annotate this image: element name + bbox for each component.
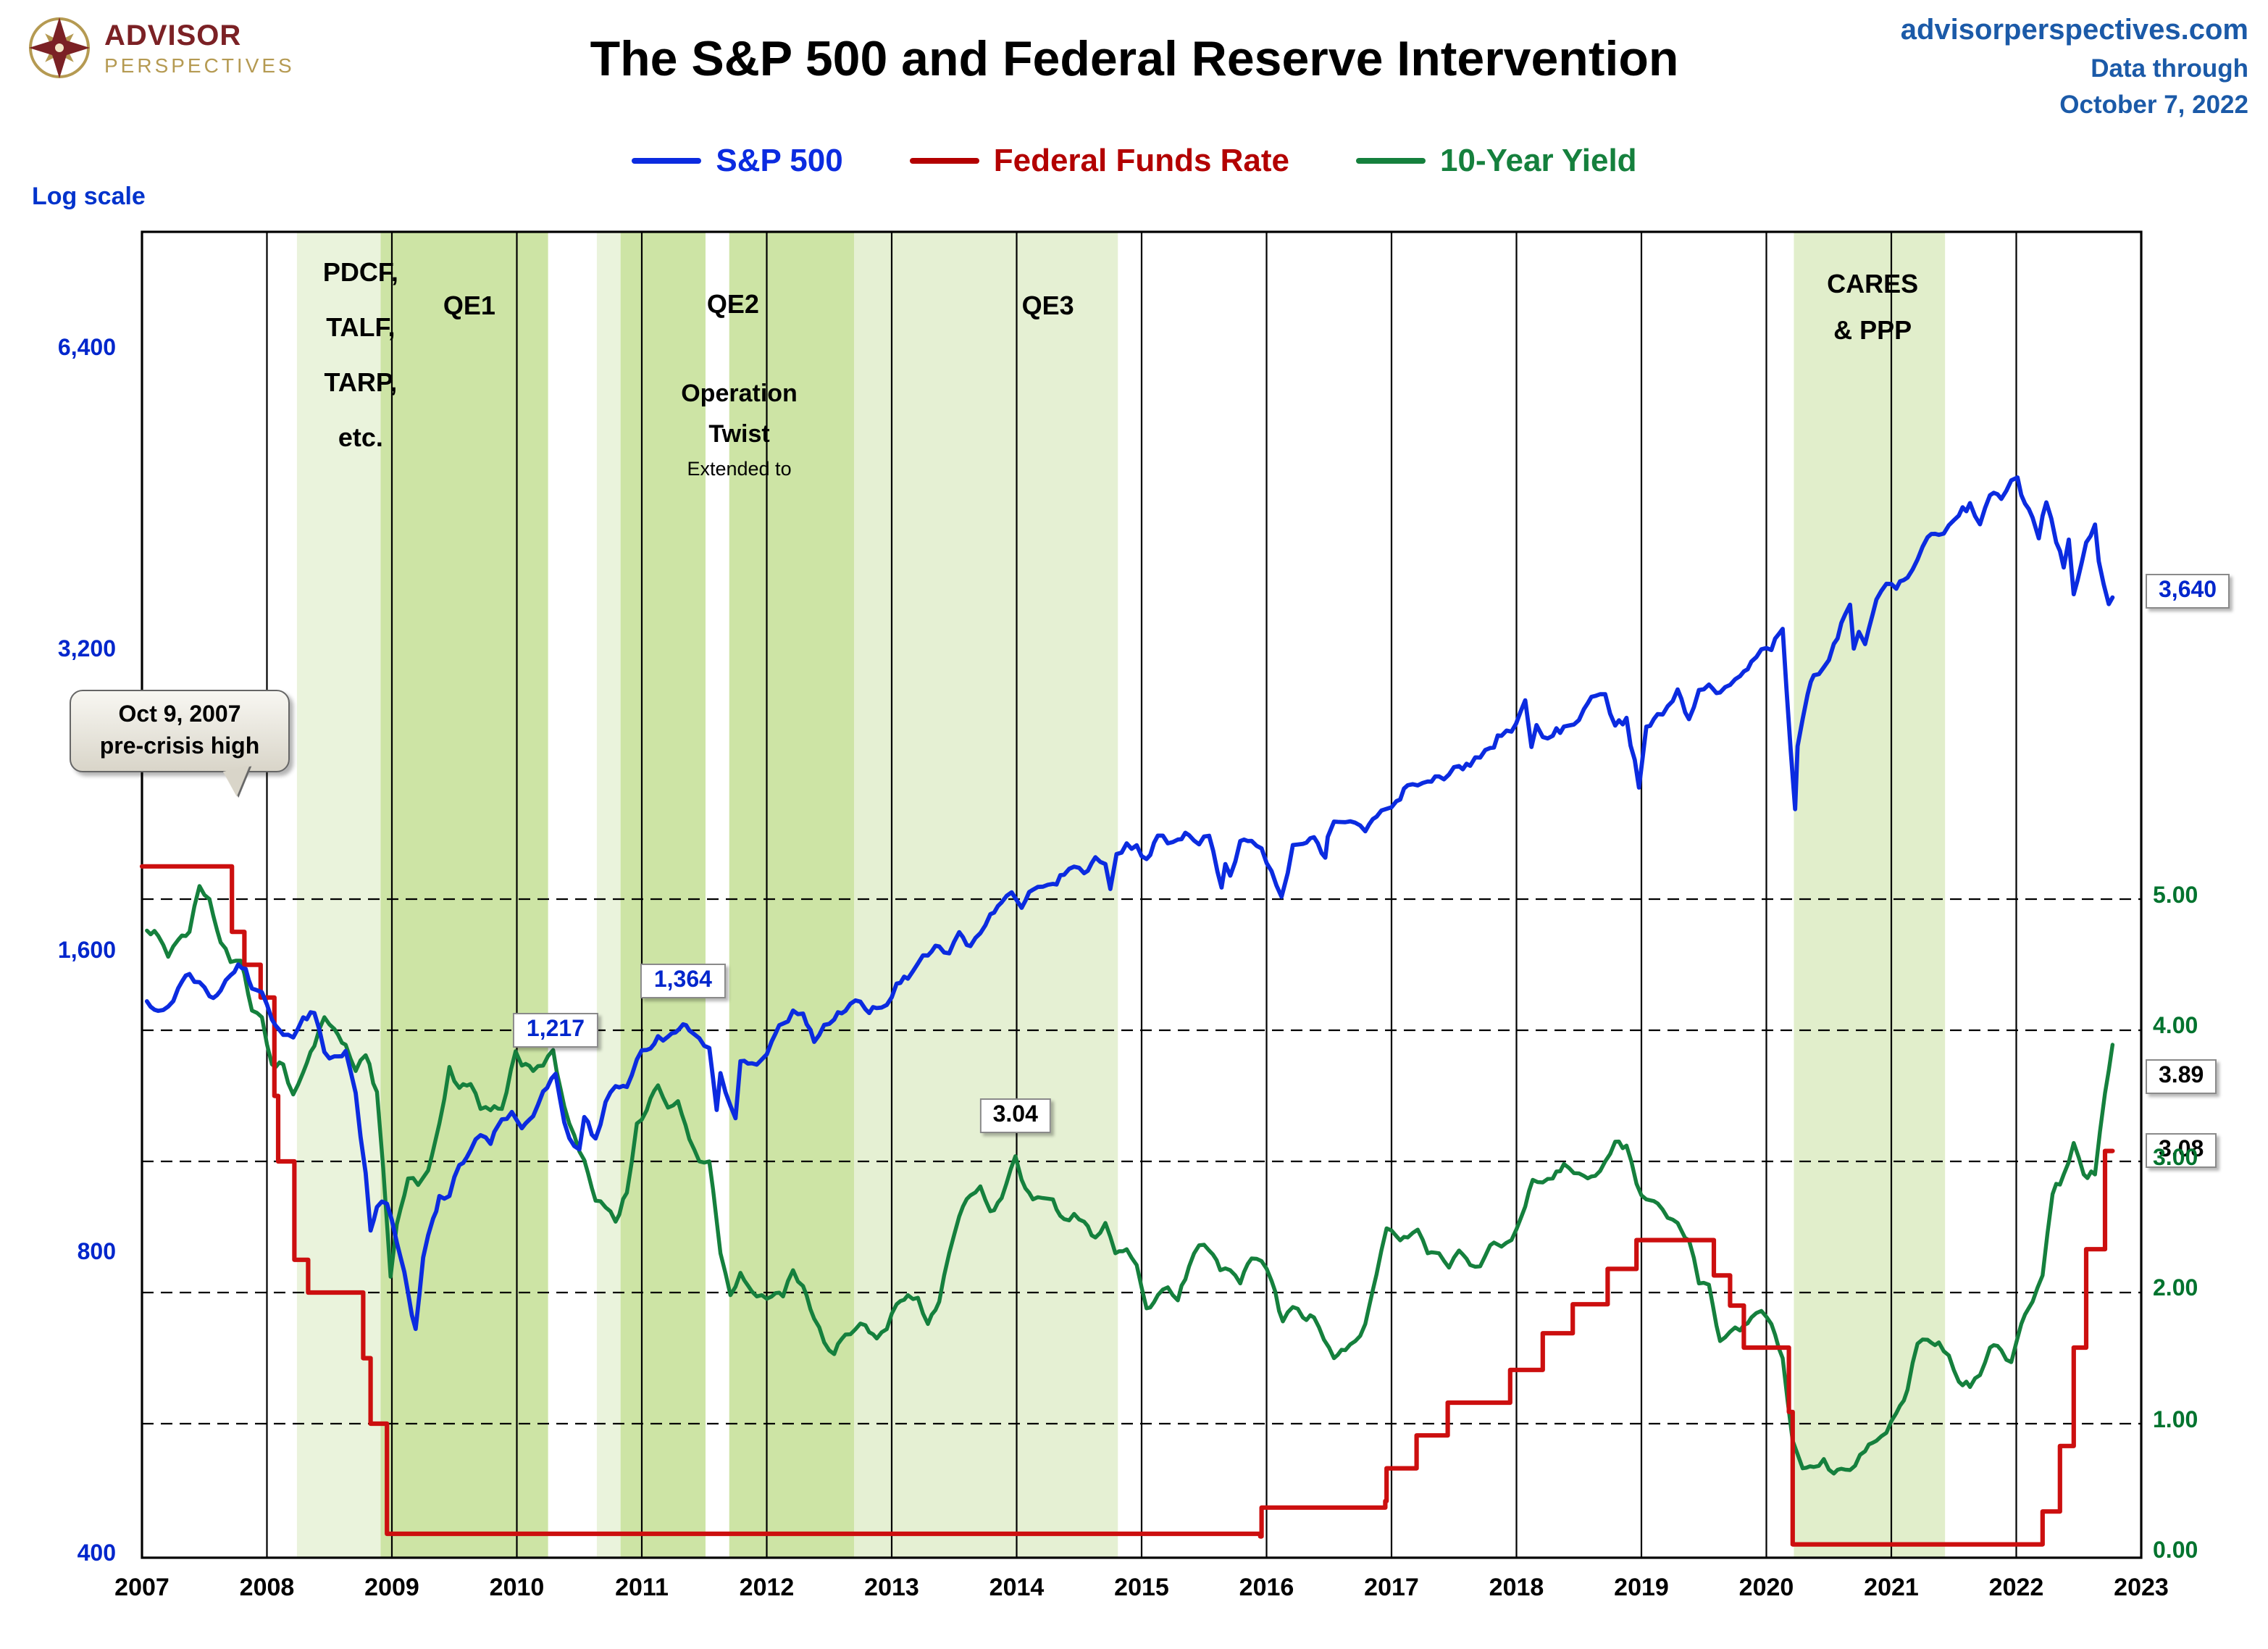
series-s-p-500 xyxy=(144,475,2115,1332)
log-scale-note: Log scale xyxy=(32,183,146,210)
sp500-line-swatch xyxy=(632,157,702,164)
legend-item-10yr: 10-Year Yield xyxy=(1356,142,1637,180)
logo-text-advisor: ADVISOR xyxy=(104,20,242,51)
legend: S&P 500 Federal Funds Rate 10-Year Yield xyxy=(0,142,2268,180)
page-title: The S&P 500 and Federal Reserve Interven… xyxy=(590,32,1679,87)
data-through-label: Data through xyxy=(2091,54,2248,83)
logo-text-perspectives: PERSPECTIVES xyxy=(104,53,295,76)
plot-border xyxy=(141,230,2143,1559)
legend-label-10yr: 10-Year Yield xyxy=(1440,142,1637,178)
fed-funds-line-swatch xyxy=(909,157,979,164)
band-pre-qe2 xyxy=(596,232,621,1558)
legend-item-fed-funds: Federal Funds Rate xyxy=(909,142,1290,180)
band-pdcf-talf-tarp xyxy=(296,232,381,1558)
series-federal-funds-rate xyxy=(139,864,2115,1547)
band-qe3 xyxy=(854,232,1118,1558)
band-qe2 xyxy=(620,232,706,1558)
legend-item-sp500: S&P 500 xyxy=(632,142,843,180)
series-10-year-yield xyxy=(145,884,2115,1476)
compass-star-icon xyxy=(29,17,90,78)
data-through-date: October 7, 2022 xyxy=(2059,90,2248,120)
data-through-block: advisorperspectives.com Data through Oct… xyxy=(1901,12,2248,125)
ten-year-line-swatch xyxy=(1356,157,1426,164)
legend-label-fed-funds: Federal Funds Rate xyxy=(993,142,1290,178)
band-cares-ppp xyxy=(1794,232,1946,1558)
legend-label-sp500: S&P 500 xyxy=(716,142,843,178)
site-link[interactable]: advisorperspectives.com xyxy=(1900,14,2248,46)
band-qe1 xyxy=(380,232,548,1558)
advisor-perspectives-logo: ADVISOR PERSPECTIVES xyxy=(26,14,295,81)
band-operation-twist xyxy=(729,232,855,1558)
